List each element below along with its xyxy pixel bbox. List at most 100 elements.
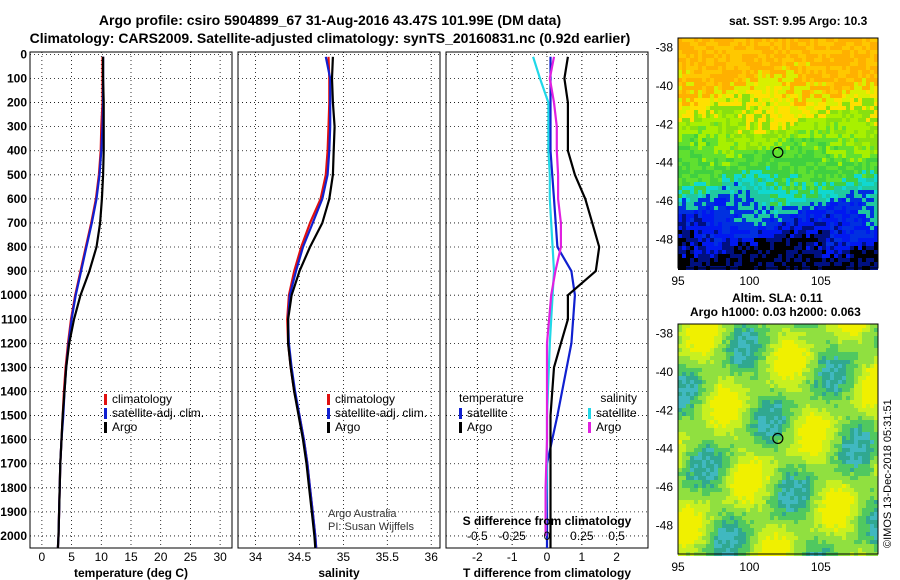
depth-tick: 0 xyxy=(20,47,27,61)
temp-legend-label: Argo xyxy=(112,420,138,434)
depth-tick: 900 xyxy=(7,264,27,278)
diff-legend-temp-label: Argo xyxy=(467,420,493,434)
sal-legend-swatch xyxy=(327,422,330,433)
depth-tick: 200 xyxy=(7,96,27,110)
diff-s-xtick: -0.5 xyxy=(467,529,488,543)
temperature-profile-xtick: 15 xyxy=(124,550,138,564)
diff-line-t-satellite xyxy=(545,56,576,548)
temp-legend-swatch xyxy=(104,408,107,419)
diff-line-t-argo xyxy=(549,56,601,548)
sla-map-title: Altim. SLA: 0.11 xyxy=(732,291,823,305)
sst-map-title: sat. SST: 9.95 Argo: 10.3 xyxy=(729,14,868,28)
sla-map-ytick: -46 xyxy=(656,480,674,494)
sla-map-ytick: -38 xyxy=(656,327,674,341)
depth-tick: 500 xyxy=(7,168,27,182)
depth-tick: 700 xyxy=(7,216,27,230)
temperature-profile-xtick: 30 xyxy=(213,550,227,564)
sst-map-ytick: -40 xyxy=(656,79,674,93)
credit-line-2: PI: Susan Wijffels xyxy=(328,521,414,533)
sst-map-ytick: -46 xyxy=(656,194,674,208)
temperature-profile-xtick: 10 xyxy=(95,550,109,564)
depth-tick: 1400 xyxy=(0,384,27,398)
sst-map-xtick: 100 xyxy=(739,274,759,288)
temp-legend-label: satellite-adj. clim. xyxy=(112,406,204,420)
diff-s-xlabel: S difference from climatology xyxy=(463,514,632,528)
salinity-profile-xlabel: salinity xyxy=(318,566,360,580)
depth-tick: 1800 xyxy=(0,481,27,495)
diff-s-xtick: -0.25 xyxy=(498,529,526,543)
sst-map-argo-marker xyxy=(772,146,784,159)
depth-tick: 1300 xyxy=(0,360,27,374)
sal-legend-swatch xyxy=(327,408,330,419)
diff-legend-sal-label: Argo xyxy=(596,420,622,434)
sla-map-xtick: 95 xyxy=(671,560,685,574)
sla-map-xtick: 100 xyxy=(739,560,759,574)
sst-map-ytick: -44 xyxy=(656,156,674,170)
depth-tick: 1200 xyxy=(0,336,27,350)
depth-tick: 1600 xyxy=(0,433,27,447)
sla-map-frame xyxy=(677,323,879,555)
figure-subtitle: Climatology: CARS2009. Satellite-adjuste… xyxy=(29,30,631,46)
depth-tick: 1700 xyxy=(0,457,27,471)
sst-map-ytick: -42 xyxy=(656,117,674,131)
sla-map-ytick: -40 xyxy=(656,365,674,379)
salinity-profile-xtick: 36 xyxy=(425,550,439,564)
depth-tick: 800 xyxy=(7,240,27,254)
salinity-profile-xtick: 35 xyxy=(337,550,351,564)
sla-map-argo-marker xyxy=(772,432,784,445)
depth-tick: 400 xyxy=(7,144,27,158)
temp-line-argo xyxy=(56,56,105,549)
diff-s-xtick: 0 xyxy=(544,529,551,543)
diff-legend-sal-swatch xyxy=(588,422,591,433)
sla-map-pixels xyxy=(678,324,878,556)
salinity-profile-xtick: 35.5 xyxy=(376,550,400,564)
sla-map-xtick: 105 xyxy=(811,560,831,574)
sst-map-pixels xyxy=(678,38,878,270)
diff-legend-temp-swatch xyxy=(459,408,462,419)
sal-legend-label: satellite-adj. clim. xyxy=(335,406,427,420)
depth-tick: 1500 xyxy=(0,409,27,423)
diff-s-xtick: 0.5 xyxy=(608,529,625,543)
sal-legend-swatch xyxy=(327,394,330,405)
sla-map-ytick: -42 xyxy=(656,403,674,417)
depth-tick: 100 xyxy=(7,71,27,85)
diff-legend-sal-title: salinity xyxy=(600,391,637,405)
salinity-profile-xtick: 34.5 xyxy=(288,550,312,564)
sla-map-ytick: -48 xyxy=(656,518,674,532)
temperature-profile-xtick: 0 xyxy=(39,550,46,564)
difference-profile-xlabel: T difference from climatology xyxy=(463,566,631,580)
difference-profile-xtick: -2 xyxy=(472,550,483,564)
diff-legend-temp-swatch xyxy=(459,422,462,433)
diff-legend-sal-swatch xyxy=(588,408,591,419)
sal-legend-label: climatology xyxy=(335,392,395,406)
diff-line-s-argo xyxy=(544,56,562,536)
depth-tick: 300 xyxy=(7,120,27,134)
sla-map-ytick: -44 xyxy=(656,442,674,456)
sst-map-ytick: -48 xyxy=(656,232,674,246)
depth-tick: 1000 xyxy=(0,288,27,302)
difference-profile-xtick: 2 xyxy=(613,550,620,564)
imos-timestamp: ©IMOS 13-Dec-2018 05:31:51 xyxy=(882,399,894,548)
diff-legend-temp-title: temperature xyxy=(459,391,524,405)
difference-profile-xtick: 0 xyxy=(544,550,551,564)
temperature-profile-xtick: 5 xyxy=(68,550,75,564)
difference-profile-xtick: -1 xyxy=(507,550,518,564)
temp-legend-swatch xyxy=(104,422,107,433)
sst-map-ytick: -38 xyxy=(656,41,674,55)
depth-tick: 1900 xyxy=(0,505,27,519)
salinity-profile-frame xyxy=(237,51,441,549)
diff-legend-temp-label: satellite xyxy=(467,406,508,420)
sst-map-xtick: 105 xyxy=(811,274,831,288)
salinity-profile-xtick: 34 xyxy=(249,550,263,564)
depth-tick: 600 xyxy=(7,192,27,206)
figure-title: Argo profile: csiro 5904899_67 31-Aug-20… xyxy=(98,12,562,28)
sst-map-xtick: 95 xyxy=(671,274,685,288)
temperature-profile-xtick: 25 xyxy=(184,550,198,564)
temperature-profile-xtick: 20 xyxy=(154,550,168,564)
temp-legend-swatch xyxy=(104,394,107,405)
diff-legend-sal-label: satellite xyxy=(596,406,637,420)
diff-s-xtick: 0.25 xyxy=(570,529,594,543)
sst-map-frame xyxy=(677,37,879,269)
depth-tick: 2000 xyxy=(0,529,27,543)
